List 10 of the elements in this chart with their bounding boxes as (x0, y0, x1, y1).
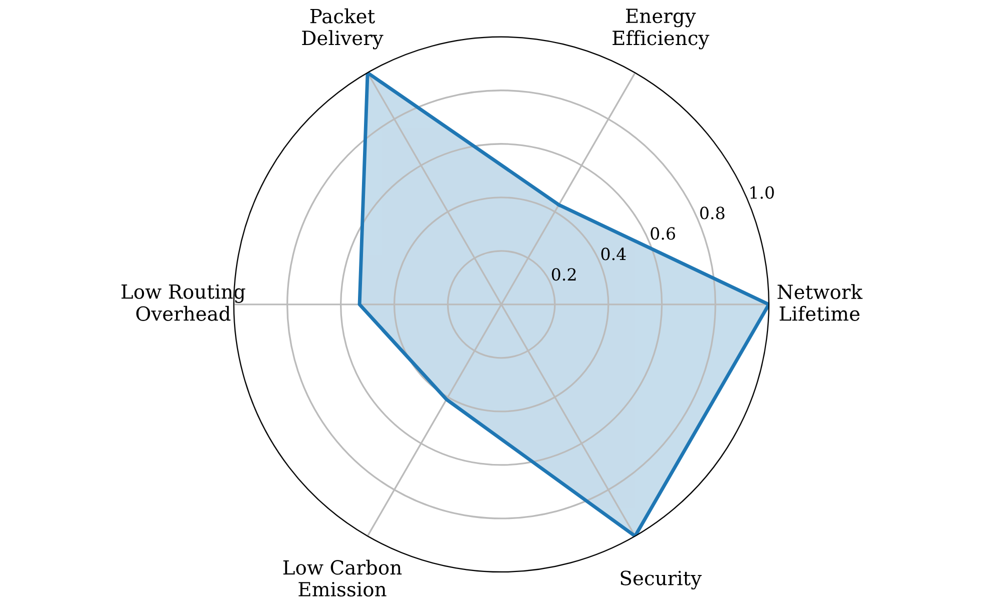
y-tick-label: 0.6 (650, 227, 676, 240)
spoke-label: Low Carbon Emission (283, 560, 402, 597)
spoke-label: Energy Efficiency (612, 8, 710, 50)
y-tick-label: 0.8 (700, 206, 724, 220)
y-tick-label: 0.2 (552, 268, 576, 281)
y-tick-label: 1.0 (750, 186, 774, 199)
spoke-label: Network Lifetime (778, 284, 863, 321)
spoke-label: Packet Delivery (302, 8, 384, 50)
y-tick-label: 0.4 (601, 248, 626, 260)
spoke-label: Security (620, 570, 702, 590)
